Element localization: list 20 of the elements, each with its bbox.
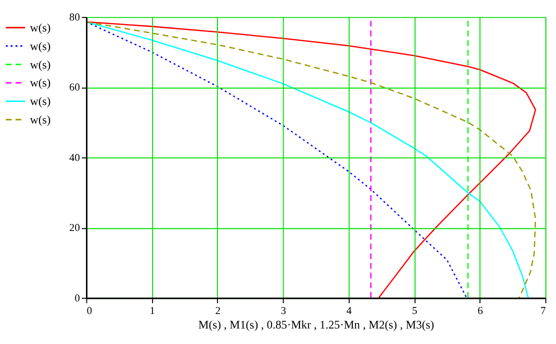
legend-label: w(s) <box>30 76 51 90</box>
y-tick-label: 40 <box>69 152 80 164</box>
y-tick-label: 80 <box>69 12 80 24</box>
legend-label: w(s) <box>30 40 51 53</box>
y-tick-label: 60 <box>69 82 80 94</box>
x-tick-label: 2 <box>215 306 221 317</box>
x-tick-label: 1 <box>150 306 155 317</box>
legend-label: w(s) <box>30 21 51 34</box>
x-tick-label: 3 <box>280 306 286 317</box>
x-tick-label: 6 <box>478 306 483 317</box>
y-tick-label: 20 <box>69 223 80 234</box>
legend-label: w(s) <box>30 95 51 108</box>
legend-label: w(s) <box>30 114 51 127</box>
x-tick-label: 4 <box>346 306 352 317</box>
legend-label: w(s) <box>30 58 51 72</box>
x-axis-title: M(s) , M1(s) , 0.85·Mkr , 1.25·Mn , M2(s) , M3(s) <box>198 318 434 332</box>
x-tick-label: 7 <box>540 306 546 317</box>
y-tick-label: 0 <box>74 293 80 304</box>
x-tick-label: 5 <box>412 306 418 317</box>
x-tick-label: 0 <box>86 306 92 317</box>
